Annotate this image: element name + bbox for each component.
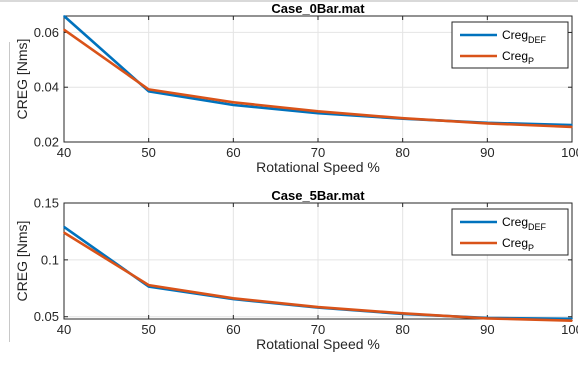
chart-1-data-point-p bbox=[486, 122, 489, 125]
chart-2-x-tick-label: 60 bbox=[226, 322, 240, 337]
chart-1-x-axis-label: Rotational Speed % bbox=[256, 159, 380, 175]
chart-2-x-axis-label: Rotational Speed % bbox=[256, 336, 380, 352]
chart-2-legend-label-p: CregP bbox=[502, 236, 534, 253]
legend-label-main: Creg bbox=[502, 49, 528, 63]
chart-2-legend-label-def: CregDEF bbox=[502, 215, 547, 232]
chart-1-data-point-p bbox=[571, 126, 573, 128]
legend-label-subscript: DEF bbox=[528, 222, 547, 232]
chart-1-x-tick-label: 60 bbox=[226, 145, 240, 160]
chart-2-x-tick-label: 90 bbox=[480, 322, 494, 337]
chart-2-title: Case_5Bar.mat bbox=[271, 188, 365, 203]
chart-1-x-tick-label: 70 bbox=[311, 145, 325, 160]
legend-label-subscript: DEF bbox=[528, 35, 547, 45]
legend-label-main: Creg bbox=[502, 215, 528, 229]
chart-1-legend-label-p: CregP bbox=[502, 49, 534, 66]
chart-1-x-tick-label: 40 bbox=[57, 145, 71, 160]
chart-1-data-point-p bbox=[63, 28, 65, 31]
chart-2-x-tick-label: 80 bbox=[395, 322, 409, 337]
legend-label-subscript: P bbox=[528, 56, 534, 66]
chart-1-legend-label-def: CregDEF bbox=[502, 28, 547, 45]
chart-1-x-tick-label: 80 bbox=[395, 145, 409, 160]
chart-2-y-tick-label: 0.15 bbox=[34, 196, 59, 211]
chart-1-data-point-p bbox=[317, 110, 319, 113]
chart-1-x-tick-label: 100 bbox=[561, 145, 578, 160]
window-top-border bbox=[0, 0, 578, 2]
chart-1-data-point-def bbox=[232, 104, 235, 106]
chart-2-data-point-p bbox=[147, 284, 150, 286]
chart-1: 40 50 60 70 80 90 100 0.02 0.04 0.06 Case_0Bar.mat… bbox=[14, 1, 578, 175]
chart-2-x-tick-label: 50 bbox=[141, 322, 155, 337]
chart-1-data-point-p bbox=[147, 88, 150, 91]
chart-2-legend-box bbox=[451, 208, 569, 256]
chart-2-x-tick-label: 70 bbox=[311, 322, 325, 337]
chart-1-y-tick-label: 0.06 bbox=[34, 25, 59, 40]
chart-1-data-point-p bbox=[401, 117, 404, 119]
chart-2-x-tick-label: 40 bbox=[57, 322, 71, 337]
chart-1-legend-box bbox=[451, 21, 569, 69]
chart-2-x-tick-label: 100 bbox=[561, 322, 578, 337]
chart-2-data-point-p bbox=[317, 306, 319, 308]
chart-2-y-axis-label: CREG [Nms] bbox=[14, 221, 30, 302]
chart-2-data-point-p bbox=[571, 319, 573, 322]
chart-1-y-tick-label: 0.02 bbox=[34, 135, 59, 150]
legend-label-main: Creg bbox=[502, 28, 528, 42]
chart-2: 40 50 60 70 80 90 100 0.05 0.1 0.15 Case_5Bar.mat R… bbox=[14, 188, 578, 352]
chart-1-x-tick-label: 50 bbox=[141, 145, 155, 160]
chart-1-title: Case_0Bar.mat bbox=[271, 1, 365, 16]
chart-2-data-point-p bbox=[401, 312, 404, 315]
chart-2-data-point-def bbox=[63, 226, 65, 228]
chart-2-y-tick-label: 0.05 bbox=[34, 309, 59, 324]
chart-1-y-tick-label: 0.04 bbox=[34, 80, 59, 95]
chart-2-data-point-def bbox=[571, 317, 573, 320]
chart-2-data-point-p bbox=[63, 231, 65, 234]
chart-2-y-tick-label: 0.1 bbox=[41, 252, 59, 267]
legend-label-main: Creg bbox=[502, 236, 528, 250]
chart-1-data-point-def bbox=[63, 15, 65, 17]
chart-2-data-point-p bbox=[232, 297, 235, 300]
chart-1-data-point-def bbox=[571, 124, 573, 126]
chart-2-data-point-p bbox=[486, 317, 489, 320]
chart-1-data-point-def bbox=[317, 112, 319, 115]
legend-label-subscript: P bbox=[528, 243, 534, 253]
chart-1-data-point-p bbox=[232, 101, 235, 104]
chart-1-data-point-def bbox=[147, 90, 150, 93]
chart-1-y-axis-label: CREG [Nms] bbox=[14, 39, 30, 120]
chart-1-x-tick-label: 90 bbox=[480, 145, 494, 160]
window-left-border bbox=[9, 42, 10, 342]
